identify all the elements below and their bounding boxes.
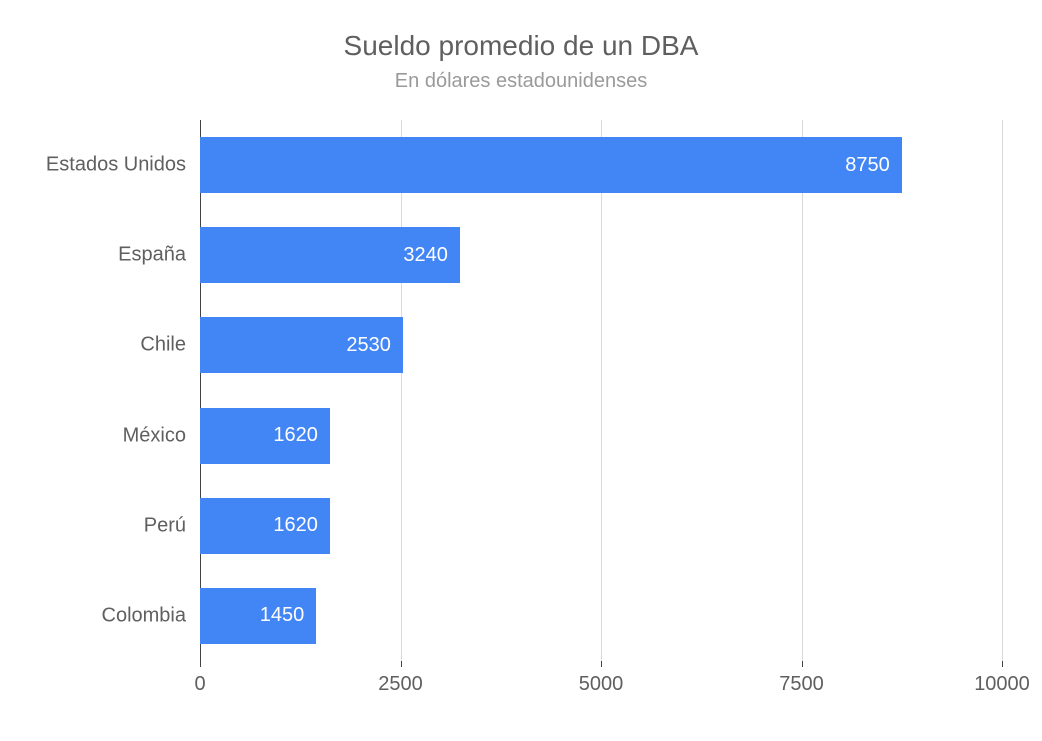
gridline: [1002, 120, 1003, 661]
y-axis-label: Perú: [144, 514, 186, 537]
y-axis-label: España: [118, 244, 186, 267]
chart-subtitle: En dólares estadounidenses: [40, 70, 1002, 93]
bar: 1620: [200, 408, 330, 464]
bar-row: Colombia1450: [200, 588, 1002, 644]
x-tick: [200, 661, 201, 667]
bar-value-label: 3240: [403, 244, 460, 267]
gridline: [601, 120, 602, 661]
plot-area: Estados Unidos8750 España3240 Chile2530 Méx…: [200, 120, 1002, 661]
bar-value-label: 8750: [845, 154, 902, 177]
bar: 8750: [200, 137, 902, 193]
y-axis-label: Chile: [140, 334, 186, 357]
x-tick: [601, 661, 602, 667]
x-tick-label: 0: [194, 673, 205, 696]
bar: 3240: [200, 227, 460, 283]
x-tick: [1002, 661, 1003, 667]
gridline: [401, 120, 402, 661]
x-tick-label: 5000: [579, 673, 624, 696]
bar: 2530: [200, 317, 403, 373]
bar-row: México1620: [200, 408, 1002, 464]
x-tick-label: 7500: [779, 673, 824, 696]
y-axis-line: [200, 120, 201, 661]
x-tick: [802, 661, 803, 667]
bar-value-label: 1620: [273, 424, 330, 447]
chart-container: Sueldo promedio de un DBA En dólares est…: [0, 0, 1042, 741]
bar-row: Estados Unidos8750: [200, 137, 1002, 193]
chart-title: Sueldo promedio de un DBA: [40, 30, 1002, 62]
x-tick-label: 10000: [974, 673, 1030, 696]
y-axis-label: Estados Unidos: [46, 154, 186, 177]
bar-row: Chile2530: [200, 317, 1002, 373]
bar: 1450: [200, 588, 316, 644]
x-tick: [401, 661, 402, 667]
bar-value-label: 2530: [346, 334, 403, 357]
bar: 1620: [200, 498, 330, 554]
bar-row: España3240: [200, 227, 1002, 283]
y-axis-label: México: [123, 424, 186, 447]
bar-value-label: 1620: [273, 514, 330, 537]
gridline: [802, 120, 803, 661]
bar-value-label: 1450: [260, 604, 317, 627]
x-tick-label: 2500: [378, 673, 423, 696]
bar-row: Perú1620: [200, 498, 1002, 554]
y-axis-label: Colombia: [102, 604, 186, 627]
